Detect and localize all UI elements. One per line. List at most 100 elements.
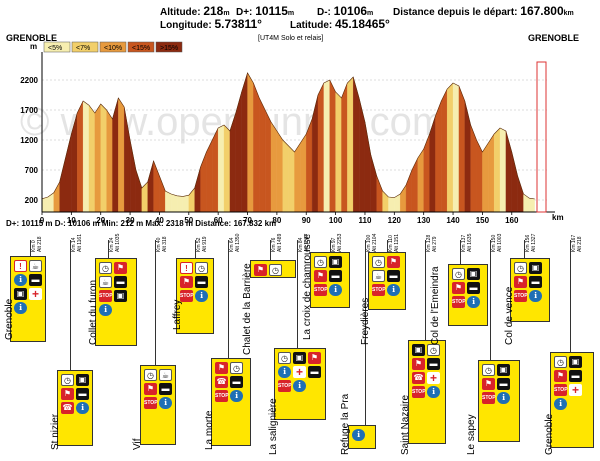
service-icon: + (293, 366, 306, 378)
service-icon: ☕ (99, 276, 112, 288)
x-tick-label: 100 (329, 216, 343, 225)
checkpoint-km-alt: Km 52 Alt 919 (196, 236, 208, 252)
service-icon: ℹ (329, 284, 342, 296)
service-icon: STOP (412, 386, 426, 398)
checkpoint-km-alt: Km 0 Alt 218 (31, 236, 43, 252)
y-tick-label: 700 (25, 166, 39, 175)
service-icon: ℹ (427, 386, 440, 398)
x-tick-label: 10 (67, 216, 76, 225)
checkpoint-card: ⚑ ◷ (250, 260, 296, 278)
checkpoint-km-alt: Km 40 Alt 318 (156, 236, 168, 252)
legend-swatch (99, 41, 127, 53)
checkpoint-name: Freydières (360, 297, 371, 345)
checkpoint-km-alt: Km 156 Alt 1327 (525, 234, 537, 252)
checkpoint-name: St nizier (50, 413, 61, 450)
service-icon: ◷ (278, 352, 291, 364)
checkpoint-leader (228, 240, 229, 358)
service-icon: ◷ (99, 262, 112, 274)
checkpoint-km-alt: Km 110 Alt 1151 (388, 234, 400, 252)
checkpoint-name: Le sapey (466, 414, 477, 455)
service-icon: ◷ (482, 364, 495, 376)
service-icon: ▬ (529, 276, 542, 288)
x-tick-label: 110 (359, 216, 372, 225)
service-icon: ⚑ (308, 352, 321, 364)
checkpoint-card: ◷ ▣ ⚑ ▬ STOP ℹ (510, 258, 550, 322)
service-icon: ⚑ (114, 262, 127, 274)
service-icon: ⚑ (314, 270, 327, 282)
checkpoint-leader (570, 240, 571, 352)
service-icon: ☎ (412, 372, 425, 384)
x-axis-label: km (552, 213, 564, 222)
checkpoint-km-alt: Km 76 Alt 1489 (271, 234, 283, 252)
service-icon: ▬ (308, 366, 321, 378)
service-icon: ◷ (514, 262, 527, 274)
service-icon: ▬ (114, 276, 127, 288)
checkpoint-name: Col de vence (504, 286, 515, 345)
service-icon: ℹ (195, 290, 208, 302)
service-icon: ⚑ (215, 362, 228, 374)
service-icon: ℹ (467, 296, 480, 308)
service-icon: ⚑ (452, 282, 465, 294)
checkpoint-alt: Alt 1003 (497, 233, 503, 252)
checkpoint-leader (195, 240, 196, 258)
service-icon: ▣ (569, 356, 582, 368)
checkpoint-leader (387, 240, 388, 252)
checkpoint-name: La salignière (268, 398, 279, 455)
service-icon: ☎ (61, 402, 74, 414)
checkpoint-alt: Alt 1161 (77, 234, 83, 252)
service-icon: ◷ (61, 374, 74, 386)
service-icon: ℹ (159, 397, 172, 409)
elevation-series (41, 72, 535, 213)
checkpoint-card: ! ◷ ⚑ ▬ STOP ℹ (176, 258, 214, 334)
checkpoint-alt: Alt 1151 (394, 234, 400, 252)
checkpoint-name: Laffrey (172, 299, 183, 330)
checkpoint-km-alt: Km 100 Alt 2104 (366, 234, 378, 252)
checkpoint-card: ▣ ◷ ⚑ ▬ ☎ + STOP ℹ (408, 340, 446, 444)
x-tick-label: 50 (184, 216, 193, 225)
checkpoint-card: ◷ ⚑ ☕ ▬ STOP ℹ (368, 252, 406, 310)
service-icon: ◷ (452, 268, 465, 280)
service-icon: ⚑ (144, 383, 157, 395)
checkpoint-alt: Alt 279 (432, 236, 438, 252)
service-icon: ☕ (29, 260, 42, 272)
service-icon: ⚑ (482, 378, 495, 390)
service-icon: STOP (314, 284, 328, 296)
service-icon: ! (180, 262, 193, 274)
checkpoint-leader (330, 240, 331, 252)
checkpoint-name: Col de l'Emeindra (430, 266, 441, 345)
checkpoint-card: ◷ ▣ ⚑ ℹ + ▬ STOP ℹ (274, 348, 326, 420)
service-icon: STOP (514, 290, 528, 302)
service-icon: ℹ (529, 290, 542, 302)
legend-label: <15% (132, 45, 150, 52)
end-name: GRENOBLE (528, 33, 579, 43)
service-icon: ⚑ (387, 256, 400, 268)
service-icon: ⚑ (412, 358, 425, 370)
checkpoint-km-alt: Km 14 Alt 1161 (71, 234, 83, 252)
y-axis-label: m (30, 42, 37, 51)
stats-header: Altitude: 218m D+: 10115m D-: 10106m Dis… (0, 0, 600, 31)
checkpoint-leader (270, 240, 271, 260)
service-icon: ▬ (76, 388, 89, 400)
checkpoint-alt: Alt 2253 (337, 233, 343, 252)
service-icon: ▣ (412, 344, 425, 356)
longitude-stat: Longitude: 5.73811° (160, 17, 262, 31)
profile-summary: D+: 10115 m D-: 10106 m Min: 212 m Max: … (6, 219, 276, 228)
checkpoint-card: ◷ ▣ ⚑ ▬ STOP + ℹ (550, 352, 594, 448)
service-icon: ℹ (387, 284, 400, 296)
checkpoint-km-alt: Km 24 Alt 1035 (109, 234, 121, 252)
service-icon: ℹ (99, 304, 112, 316)
x-tick-label: 80 (272, 216, 281, 225)
service-icon: ◷ (314, 256, 327, 268)
checkpoint-alt: Alt 318 (162, 236, 168, 252)
checkpoint-leader (70, 240, 71, 370)
service-icon: STOP (278, 380, 292, 392)
legend-label: <10% (104, 45, 122, 52)
checkpoint-name: La croix de chamrousse (302, 233, 313, 340)
checkpoint-alt: Alt 1635 (467, 233, 473, 252)
legend-label: <7% (76, 45, 90, 52)
service-icon: ▬ (569, 370, 582, 382)
checkpoint-km-alt: Km 64 Alt 1350 (229, 234, 241, 252)
dplus-stat: D+: 10115m (236, 4, 295, 18)
checkpoint-alt: Alt 1350 (235, 233, 241, 252)
